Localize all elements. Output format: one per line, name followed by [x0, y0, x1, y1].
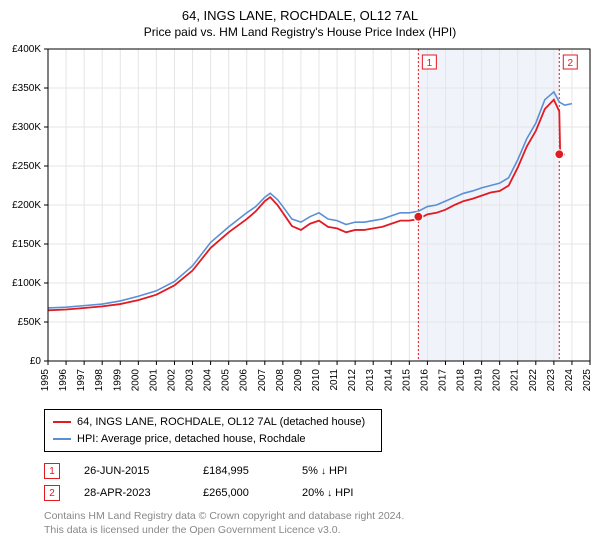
svg-text:2023: 2023 [546, 369, 557, 392]
record-price: £265,000 [203, 487, 278, 499]
svg-text:£250K: £250K [12, 161, 41, 172]
record-marker: 1 [44, 463, 60, 479]
legend-swatch [53, 438, 71, 440]
svg-text:£50K: £50K [18, 317, 42, 328]
svg-text:2006: 2006 [239, 369, 250, 392]
legend-item: 64, INGS LANE, ROCHDALE, OL12 7AL (detac… [53, 414, 373, 431]
svg-text:2012: 2012 [347, 369, 358, 392]
legend-label: 64, INGS LANE, ROCHDALE, OL12 7AL (detac… [77, 414, 365, 431]
svg-text:2016: 2016 [419, 369, 430, 392]
svg-text:£0: £0 [30, 356, 42, 367]
record-date: 28-APR-2023 [84, 487, 179, 499]
record-delta: 5% ↓ HPI [302, 465, 347, 477]
svg-text:2007: 2007 [257, 369, 268, 392]
svg-text:£350K: £350K [12, 83, 41, 94]
svg-text:2008: 2008 [275, 369, 286, 392]
svg-text:2001: 2001 [148, 369, 159, 392]
footnote-line: This data is licensed under the Open Gov… [44, 524, 600, 538]
svg-text:2017: 2017 [437, 369, 448, 392]
svg-text:1995: 1995 [40, 369, 51, 392]
price-chart: £0 £50K £100K £150K £200K £250K £300K £350K £400… [0, 43, 600, 403]
svg-text:2019: 2019 [474, 369, 485, 392]
svg-text:£300K: £300K [12, 122, 41, 133]
legend-label: HPI: Average price, detached house, Roch… [77, 431, 306, 448]
svg-text:£200K: £200K [12, 200, 41, 211]
svg-text:2: 2 [568, 58, 574, 69]
page-title: 64, INGS LANE, ROCHDALE, OL12 7AL [0, 0, 600, 23]
svg-text:1997: 1997 [76, 369, 87, 392]
legend: 64, INGS LANE, ROCHDALE, OL12 7AL (detac… [44, 409, 382, 452]
svg-text:£100K: £100K [12, 278, 41, 289]
svg-text:2014: 2014 [383, 369, 394, 392]
svg-text:2018: 2018 [456, 369, 467, 392]
sale-record-row: 2 28-APR-2023 £265,000 20% ↓ HPI [44, 482, 600, 504]
svg-text:2022: 2022 [528, 369, 539, 392]
svg-text:2021: 2021 [510, 369, 521, 392]
svg-text:2004: 2004 [203, 369, 214, 392]
svg-text:1996: 1996 [58, 369, 69, 392]
svg-text:1998: 1998 [94, 369, 105, 392]
legend-item: HPI: Average price, detached house, Roch… [53, 431, 373, 448]
svg-text:2011: 2011 [329, 369, 340, 391]
legend-swatch [53, 421, 71, 423]
svg-text:2015: 2015 [401, 369, 412, 392]
svg-text:2024: 2024 [564, 369, 575, 392]
footnote: Contains HM Land Registry data © Crown c… [44, 510, 600, 537]
svg-text:2009: 2009 [293, 369, 304, 392]
svg-text:2000: 2000 [130, 369, 141, 392]
record-price: £184,995 [203, 465, 278, 477]
svg-text:£150K: £150K [12, 239, 41, 250]
footnote-line: Contains HM Land Registry data © Crown c… [44, 510, 600, 524]
record-marker: 2 [44, 485, 60, 501]
svg-text:2010: 2010 [311, 369, 322, 392]
page-subtitle: Price paid vs. HM Land Registry's House … [0, 23, 600, 43]
svg-text:2013: 2013 [365, 369, 376, 392]
svg-text:2005: 2005 [221, 369, 232, 392]
sale-records: 1 26-JUN-2015 £184,995 5% ↓ HPI 2 28-APR-2023… [44, 460, 600, 504]
record-date: 26-JUN-2015 [84, 465, 179, 477]
svg-text:2003: 2003 [185, 369, 196, 392]
svg-text:1999: 1999 [112, 369, 123, 392]
svg-text:£400K: £400K [12, 44, 41, 55]
record-delta: 20% ↓ HPI [302, 487, 353, 499]
svg-text:2002: 2002 [166, 369, 177, 392]
svg-text:2025: 2025 [582, 369, 593, 392]
sale-record-row: 1 26-JUN-2015 £184,995 5% ↓ HPI [44, 460, 600, 482]
svg-text:1: 1 [427, 58, 433, 69]
svg-text:2020: 2020 [492, 369, 503, 392]
